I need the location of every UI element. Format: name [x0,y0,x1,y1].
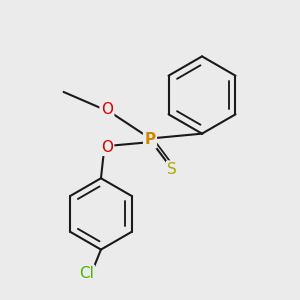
Text: S: S [167,162,177,177]
Text: O: O [101,102,113,117]
Text: O: O [101,140,113,154]
Text: P: P [144,132,156,147]
Text: Cl: Cl [79,266,94,281]
Text: methoxy: methoxy [20,86,59,95]
